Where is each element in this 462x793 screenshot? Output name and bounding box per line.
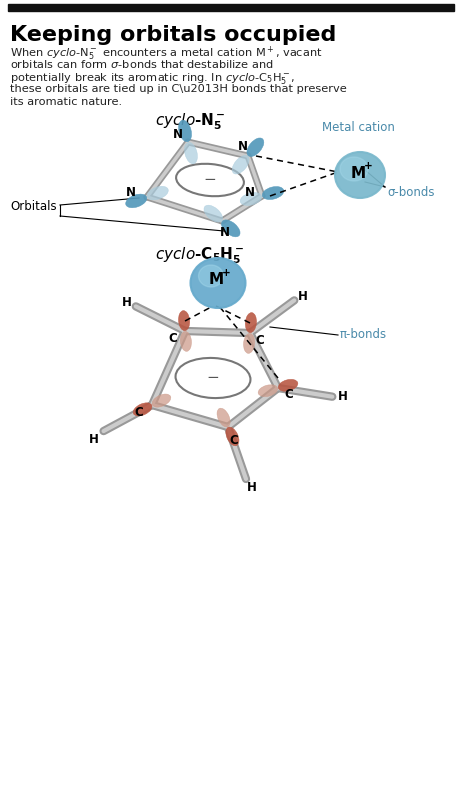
Text: When $\mathit{cyclo}$-N$_5^-$ encounters a metal cation M$^+$, vacant: When $\mathit{cyclo}$-N$_5^-$ encounters… bbox=[10, 45, 322, 63]
Ellipse shape bbox=[243, 333, 255, 354]
Text: H: H bbox=[247, 481, 257, 495]
Text: N: N bbox=[173, 128, 183, 140]
Text: H: H bbox=[338, 390, 348, 403]
Ellipse shape bbox=[133, 403, 152, 416]
Ellipse shape bbox=[245, 312, 256, 332]
Text: N: N bbox=[126, 186, 136, 200]
Ellipse shape bbox=[262, 186, 284, 200]
Text: these orbitals are tied up in C\u2013H bonds that preserve: these orbitals are tied up in C\u2013H b… bbox=[10, 84, 347, 94]
Text: H: H bbox=[89, 432, 98, 446]
Text: N: N bbox=[238, 140, 248, 154]
Ellipse shape bbox=[340, 157, 368, 181]
Ellipse shape bbox=[152, 394, 171, 407]
Ellipse shape bbox=[226, 427, 239, 446]
Text: Orbitals: Orbitals bbox=[10, 201, 57, 213]
Text: M: M bbox=[351, 166, 365, 181]
Bar bbox=[8, 4, 454, 11]
Text: $\mathit{cyclo}$-$\mathbf{C_5H_5^-}$: $\mathit{cyclo}$-$\mathbf{C_5H_5^-}$ bbox=[155, 245, 245, 266]
Ellipse shape bbox=[278, 379, 298, 391]
Ellipse shape bbox=[240, 193, 261, 205]
Ellipse shape bbox=[335, 152, 385, 198]
Text: $\mathit{cyclo}$-$\mathbf{N_5^-}$: $\mathit{cyclo}$-$\mathbf{N_5^-}$ bbox=[155, 111, 225, 132]
Text: Metal cation: Metal cation bbox=[322, 121, 395, 134]
Text: C: C bbox=[134, 407, 143, 419]
Ellipse shape bbox=[217, 408, 230, 427]
Text: π-bonds: π-bonds bbox=[340, 328, 387, 342]
Text: +: + bbox=[364, 161, 372, 171]
Ellipse shape bbox=[199, 265, 224, 287]
Text: its aromatic nature.: its aromatic nature. bbox=[10, 97, 122, 107]
Ellipse shape bbox=[180, 331, 191, 351]
Text: Keeping orbitals occupied: Keeping orbitals occupied bbox=[10, 25, 336, 45]
Ellipse shape bbox=[184, 142, 197, 164]
Ellipse shape bbox=[221, 220, 240, 237]
Text: σ-bonds: σ-bonds bbox=[387, 186, 434, 200]
Text: orbitals can form $\sigma$-bonds that destabilize and: orbitals can form $\sigma$-bonds that de… bbox=[10, 58, 274, 70]
Ellipse shape bbox=[190, 258, 245, 308]
Ellipse shape bbox=[126, 194, 147, 208]
Text: C: C bbox=[169, 331, 177, 344]
Ellipse shape bbox=[258, 385, 278, 396]
Ellipse shape bbox=[179, 121, 191, 142]
Text: −: − bbox=[204, 171, 216, 186]
Text: C: C bbox=[255, 334, 264, 347]
Ellipse shape bbox=[247, 138, 264, 156]
Ellipse shape bbox=[178, 311, 189, 331]
Text: +: + bbox=[222, 268, 231, 278]
Text: C: C bbox=[230, 434, 238, 446]
Text: −: − bbox=[207, 370, 219, 385]
Text: M: M bbox=[208, 273, 224, 288]
Ellipse shape bbox=[204, 205, 223, 222]
Ellipse shape bbox=[147, 186, 168, 200]
Text: N: N bbox=[220, 227, 230, 239]
Text: H: H bbox=[298, 290, 308, 303]
Text: potentially break its aromatic ring. In $\mathit{cyclo}$-C$_5$H$_5^-$,: potentially break its aromatic ring. In … bbox=[10, 71, 295, 86]
Text: N: N bbox=[245, 186, 255, 200]
Text: H: H bbox=[122, 296, 132, 309]
Ellipse shape bbox=[232, 155, 249, 174]
Text: C: C bbox=[285, 389, 293, 401]
